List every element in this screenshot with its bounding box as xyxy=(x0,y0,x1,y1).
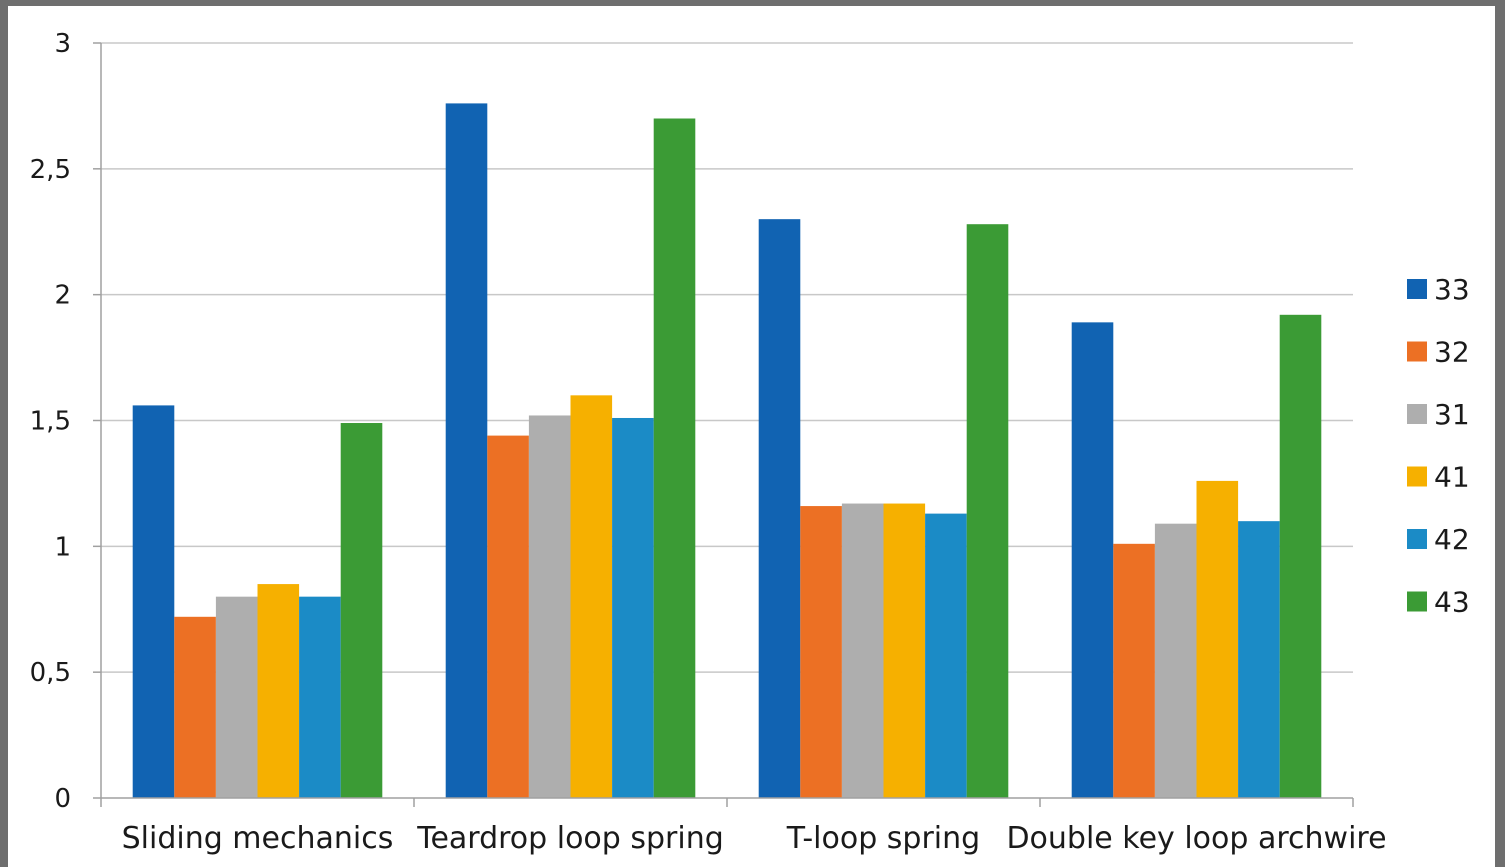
bar-42-2 xyxy=(612,417,654,798)
legend: 33 32 31 41 42 43 xyxy=(1407,273,1470,619)
y-tick-labels: 0 0,5 1 1,5 2 2,5 3 xyxy=(30,29,71,814)
legend-swatch xyxy=(1407,279,1427,299)
x-category-label: Double key loop archwire xyxy=(1006,821,1386,856)
bar-31-3 xyxy=(841,503,884,798)
legend-swatch xyxy=(1407,404,1427,424)
legend-swatch xyxy=(1407,341,1427,362)
y-tick-label: 3 xyxy=(54,29,71,59)
legend-label: 33 xyxy=(1434,273,1470,306)
bar-32-1 xyxy=(174,616,216,798)
x-category-label: Teardrop loop spring xyxy=(416,821,724,856)
bar-42-4 xyxy=(1238,521,1280,798)
bars xyxy=(132,103,1322,798)
bar-43-2 xyxy=(653,118,696,798)
bar-31-2 xyxy=(528,415,571,798)
legend-swatch xyxy=(1407,591,1427,612)
axes xyxy=(93,42,1354,807)
bar-chart: 0 0,5 1 1,5 2 2,5 3 Sliding mechanics Teardrop … xyxy=(30,29,1470,856)
bar-33-2 xyxy=(445,103,488,798)
bar-32-2 xyxy=(487,435,529,798)
legend-label: 42 xyxy=(1434,523,1470,556)
legend-label: 32 xyxy=(1434,336,1470,369)
bar-43-3 xyxy=(966,224,1009,798)
y-tick-label: 1 xyxy=(54,532,71,562)
bar-33-4 xyxy=(1071,322,1114,798)
y-tick-label: 0,5 xyxy=(30,658,71,688)
y-tick-label: 2 xyxy=(54,281,71,311)
bar-32-4 xyxy=(1113,543,1155,798)
bar-31-4 xyxy=(1154,523,1197,798)
bar-42-3 xyxy=(925,513,967,798)
y-tick-label: 1,5 xyxy=(30,407,71,437)
x-category-label: T-loop spring xyxy=(786,821,980,856)
bar-41-1 xyxy=(257,584,300,798)
x-category-label: Sliding mechanics xyxy=(122,821,394,856)
bar-43-4 xyxy=(1279,314,1322,798)
chart-frame: 0 0,5 1 1,5 2 2,5 3 Sliding mechanics Teardrop … xyxy=(8,6,1495,867)
bar-33-3 xyxy=(758,219,801,798)
bar-41-3 xyxy=(883,503,926,798)
bar-33-1 xyxy=(132,405,175,798)
bar-41-2 xyxy=(570,395,613,798)
bar-42-1 xyxy=(299,596,341,798)
y-tick-label: 2,5 xyxy=(30,155,71,185)
y-tick-label: 0 xyxy=(54,784,71,814)
legend-label: 31 xyxy=(1434,398,1470,431)
legend-swatch xyxy=(1407,529,1427,549)
bar-32-3 xyxy=(800,506,842,798)
x-category-labels: Sliding mechanics Teardrop loop spring T-l… xyxy=(122,821,1387,856)
legend-label: 43 xyxy=(1434,586,1470,619)
bar-41-4 xyxy=(1196,480,1239,798)
legend-swatch xyxy=(1407,466,1427,487)
bar-43-1 xyxy=(340,423,383,798)
legend-label: 41 xyxy=(1434,461,1470,494)
bar-31-1 xyxy=(215,596,258,798)
